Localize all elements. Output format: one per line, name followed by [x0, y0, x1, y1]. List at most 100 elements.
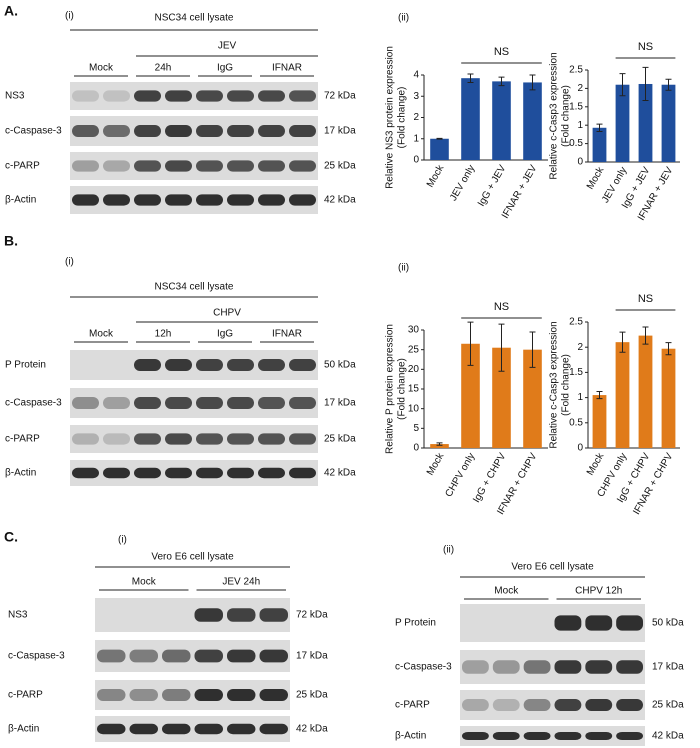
y-axis-label: Relative NS3 protein expression — [385, 46, 396, 189]
blot-sub: (ii) — [443, 545, 454, 556]
lysate-label: Vero E6 cell lysate — [151, 552, 234, 563]
band — [72, 194, 99, 206]
x-tick-label: Mock — [585, 450, 607, 477]
blot-strip — [95, 640, 290, 672]
band — [259, 689, 288, 701]
y-tick-label: 1 — [413, 133, 419, 144]
band — [585, 615, 613, 631]
band — [196, 397, 223, 409]
y-tick-label: 2 — [413, 112, 419, 123]
y-axis-label: (Fold change) — [561, 354, 572, 416]
band — [165, 359, 192, 371]
row-label: NS3 — [8, 610, 28, 621]
error-bar — [498, 323, 505, 372]
band — [492, 732, 520, 740]
bar — [615, 84, 630, 162]
band — [462, 660, 489, 674]
y-tick-label: 0.5 — [569, 417, 583, 428]
row-label: NS3 — [5, 91, 25, 102]
band — [194, 723, 223, 735]
band — [196, 160, 223, 172]
band — [165, 160, 192, 172]
x-tick-label: IgG + JEV — [476, 163, 509, 208]
y-axis-label: (Fold change) — [397, 87, 408, 149]
x-tick-label: Mock — [425, 450, 447, 477]
y-tick-label: 2.5 — [569, 317, 583, 328]
row-label: c-Caspase-3 — [395, 662, 452, 673]
y-tick-label: 0 — [577, 443, 583, 454]
y-tick-label: 2 — [577, 342, 583, 353]
y-axis-label: Relative c-Casp3 expression — [549, 52, 560, 179]
error-bar — [665, 342, 672, 356]
band — [227, 194, 254, 206]
row-label: c-Caspase-3 — [5, 126, 62, 137]
y-tick-label: 0 — [413, 443, 419, 454]
band — [162, 723, 191, 735]
lane-label: Mock — [89, 329, 114, 340]
band — [103, 125, 130, 137]
band — [616, 732, 643, 740]
row-label: c-Caspase-3 — [8, 651, 65, 662]
band — [72, 397, 99, 409]
band — [165, 125, 192, 137]
bar — [461, 78, 480, 160]
band — [258, 433, 285, 445]
band — [196, 433, 223, 445]
row-label: P Protein — [395, 618, 436, 629]
band — [289, 160, 316, 172]
lane-label: IgG — [217, 63, 233, 74]
blot-strip — [460, 650, 645, 684]
band — [103, 160, 130, 172]
band — [585, 732, 613, 740]
band — [129, 689, 158, 701]
row-label: c-Caspase-3 — [5, 398, 62, 409]
lane-label: JEV 24h — [222, 577, 260, 588]
y-tick-label: 0 — [413, 155, 419, 166]
bar — [661, 84, 676, 162]
y-tick-label: 4 — [413, 70, 419, 81]
band — [134, 160, 161, 172]
bar — [492, 347, 511, 448]
band — [523, 699, 551, 711]
lysate-label: NSC34 cell lysate — [155, 282, 234, 293]
band — [196, 359, 223, 371]
blot-strip — [460, 726, 645, 746]
band — [259, 649, 288, 663]
bar — [430, 444, 449, 448]
size-label: 42 kDa — [324, 468, 356, 479]
group-label: JEV — [218, 41, 237, 52]
band — [259, 608, 288, 622]
size-label: 72 kDa — [296, 610, 328, 621]
lane-label: 12h — [155, 329, 172, 340]
y-tick-label: 2 — [577, 83, 583, 94]
band — [554, 699, 582, 711]
band — [165, 397, 192, 409]
band — [227, 467, 254, 479]
band — [129, 649, 158, 663]
y-axis-label: Relative P protein expression — [385, 324, 396, 454]
band — [72, 90, 99, 102]
y-tick-label: 3 — [413, 91, 419, 102]
x-tick-label: JEV only — [448, 163, 477, 203]
band — [616, 615, 643, 631]
lysate-label: Vero E6 cell lysate — [511, 562, 594, 573]
lane-label: IFNAR — [272, 329, 302, 340]
band — [585, 660, 613, 674]
panel-sub: (ii) — [398, 13, 409, 24]
blot-strip — [95, 716, 290, 742]
size-label: 50 kDa — [652, 618, 684, 629]
error-bar — [596, 391, 603, 400]
band — [289, 125, 316, 137]
y-tick-label: 25 — [408, 344, 420, 355]
row-label: c-PARP — [5, 434, 40, 445]
band — [227, 689, 256, 701]
size-label: 42 kDa — [296, 724, 328, 735]
row-label: c-PARP — [395, 700, 430, 711]
row-label: β-Actin — [395, 731, 426, 742]
lane-label: Mock — [132, 577, 157, 588]
error-bar — [436, 137, 443, 140]
band — [462, 699, 489, 711]
size-label: 17 kDa — [296, 651, 328, 662]
lane-label: CHPV 12h — [575, 586, 622, 597]
